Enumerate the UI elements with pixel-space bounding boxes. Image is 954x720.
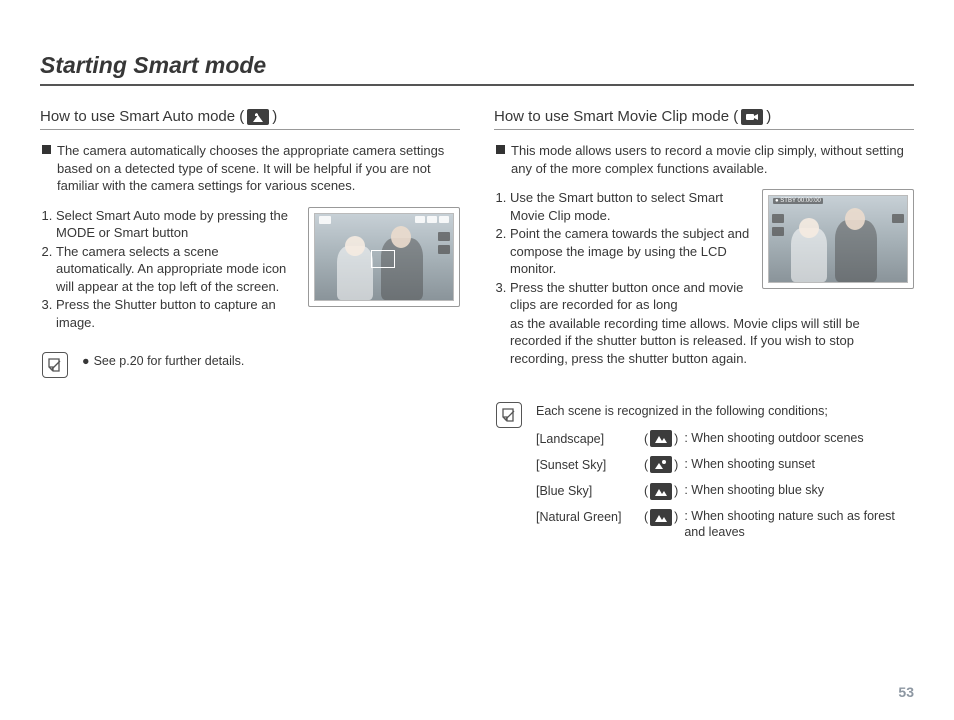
scene-desc: : When shooting nature such as forest an…	[682, 508, 914, 541]
scene-icon-paren: ( )	[644, 482, 678, 500]
note-icon	[42, 352, 68, 378]
right-intro: This mode allows users to record a movie…	[494, 142, 914, 177]
right-steps-wrap: Use the Smart button to select Smart Mov…	[494, 189, 914, 315]
right-subheading: How to use Smart Movie Clip mode ( )	[494, 108, 914, 130]
smart-auto-mode-icon	[247, 109, 269, 125]
scene-conditions-heading: Each scene is recognized in the followin…	[536, 402, 914, 420]
scene-table: [Landscape] ( ) : When shooting outdoor …	[536, 430, 914, 541]
lcd-preview-movie: ● STBY 00:00:00	[762, 189, 914, 289]
square-bullet-icon	[496, 145, 505, 154]
left-heading-suffix: )	[272, 108, 277, 125]
scene-row: [Blue Sky] ( ) : When shooting blue sky	[536, 482, 914, 500]
list-item: Use the Smart button to select Smart Mov…	[510, 189, 752, 224]
landscape-icon	[650, 430, 672, 447]
natural-green-icon	[650, 509, 672, 526]
scene-desc: : When shooting blue sky	[682, 482, 914, 498]
right-steps-list: Use the Smart button to select Smart Mov…	[494, 189, 752, 315]
right-note-body: Each scene is recognized in the followin…	[536, 402, 914, 549]
scene-name: [Natural Green]	[536, 508, 640, 526]
two-column-layout: How to use Smart Auto mode ( ) The camer…	[40, 108, 914, 549]
page-title: Starting Smart mode	[40, 52, 914, 86]
square-bullet-icon	[42, 145, 51, 154]
right-note: Each scene is recognized in the followin…	[494, 402, 914, 549]
left-column: How to use Smart Auto mode ( ) The camer…	[40, 108, 460, 549]
scene-icon-paren: ( )	[644, 430, 678, 448]
note-icon	[496, 402, 522, 428]
left-intro-text: The camera automatically chooses the app…	[57, 142, 460, 195]
list-item: Select Smart Auto mode by pressing the M…	[56, 207, 298, 242]
rec-indicator-icon: ● STBY 00:00:00	[773, 198, 823, 204]
sunset-icon	[650, 456, 672, 473]
smart-movie-mode-icon	[741, 109, 763, 125]
scene-icon-paren: ( )	[644, 508, 678, 526]
scene-row: [Natural Green] ( ) : When shooting natu…	[536, 508, 914, 541]
list-item: The camera selects a scene automatically…	[56, 243, 298, 296]
scene-icon-paren: ( )	[644, 456, 678, 474]
left-subheading: How to use Smart Auto mode ( )	[40, 108, 460, 130]
page-number: 53	[898, 684, 914, 700]
lcd-preview-auto	[308, 207, 460, 307]
right-heading-prefix: How to use Smart Movie Clip mode (	[494, 108, 738, 125]
scene-name: [Landscape]	[536, 430, 640, 448]
list-item: Point the camera towards the subject and…	[510, 225, 752, 278]
scene-row: [Landscape] ( ) : When shooting outdoor …	[536, 430, 914, 448]
left-note-body: ● See p.20 for further details.	[82, 352, 460, 370]
left-note-text: See p.20 for further details.	[94, 354, 245, 368]
left-heading-prefix: How to use Smart Auto mode (	[40, 108, 244, 125]
scene-desc: : When shooting sunset	[682, 456, 914, 472]
scene-row: [Sunset Sky] ( ) : When shooting sunset	[536, 456, 914, 474]
right-step3-continuation: as the available recording time allows. …	[494, 315, 914, 368]
right-heading-suffix: )	[766, 108, 771, 125]
right-column: How to use Smart Movie Clip mode ( ) Thi…	[494, 108, 914, 549]
left-steps-wrap: Select Smart Auto mode by pressing the M…	[40, 207, 460, 333]
left-steps-list: Select Smart Auto mode by pressing the M…	[40, 207, 298, 333]
scene-desc: : When shooting outdoor scenes	[682, 430, 914, 446]
bullet-dot-icon: ●	[82, 354, 90, 368]
list-item: Press the shutter button once and movie …	[510, 279, 752, 314]
left-note: ● See p.20 for further details.	[40, 352, 460, 378]
right-intro-text: This mode allows users to record a movie…	[511, 142, 914, 177]
scene-name: [Blue Sky]	[536, 482, 640, 500]
scene-name: [Sunset Sky]	[536, 456, 640, 474]
left-intro: The camera automatically chooses the app…	[40, 142, 460, 195]
blue-sky-icon	[650, 483, 672, 500]
list-item: Press the Shutter button to capture an i…	[56, 296, 298, 331]
